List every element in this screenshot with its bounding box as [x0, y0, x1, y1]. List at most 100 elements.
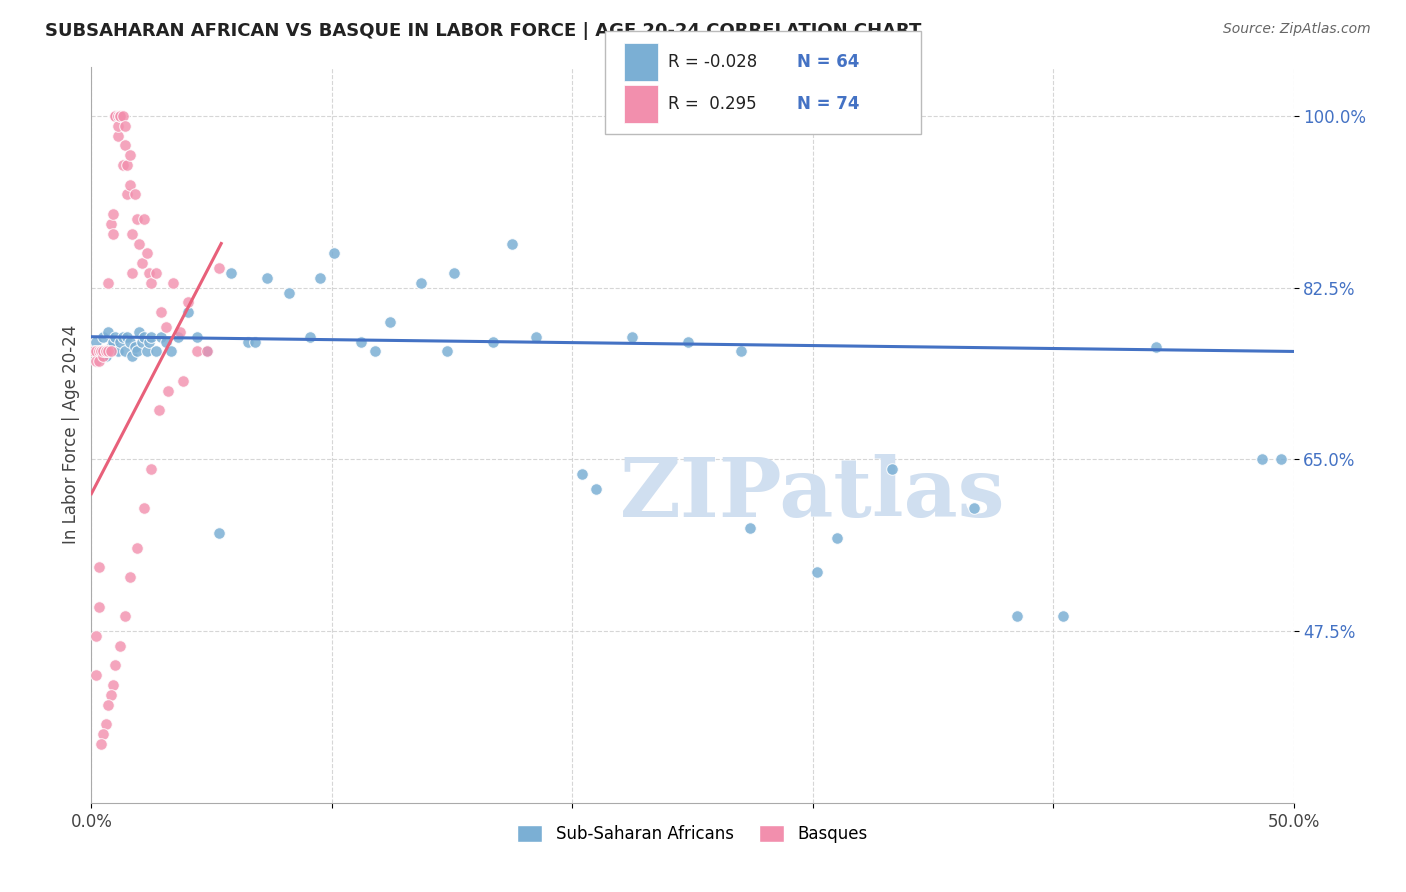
Point	[131, 256, 153, 270]
Point	[83, 344, 105, 359]
Point	[101, 227, 124, 241]
Point	[134, 211, 156, 226]
Point	[114, 138, 136, 153]
Point	[155, 334, 177, 349]
Point	[94, 717, 117, 731]
Point	[436, 344, 458, 359]
Point	[195, 344, 218, 359]
Point	[880, 462, 903, 476]
Text: N = 64: N = 64	[797, 53, 859, 70]
Point	[87, 354, 110, 368]
Point	[364, 344, 387, 359]
Legend: Sub-Saharan Africans, Basques: Sub-Saharan Africans, Basques	[510, 818, 875, 850]
Text: SUBSAHARAN AFRICAN VS BASQUE IN LABOR FORCE | AGE 20-24 CORRELATION CHART: SUBSAHARAN AFRICAN VS BASQUE IN LABOR FO…	[45, 22, 921, 40]
Point	[114, 344, 136, 359]
Point	[118, 334, 141, 349]
Point	[1005, 609, 1028, 624]
Point	[131, 334, 153, 349]
Point	[110, 109, 132, 123]
Point	[104, 109, 127, 123]
Point	[1052, 609, 1074, 624]
Point	[256, 271, 278, 285]
Point	[117, 187, 139, 202]
Point	[524, 330, 547, 344]
Point	[121, 350, 143, 364]
Point	[90, 344, 112, 359]
Point	[101, 334, 124, 349]
Point	[145, 266, 167, 280]
Point	[148, 403, 170, 417]
Point	[111, 158, 134, 172]
Point	[104, 109, 127, 123]
Point	[90, 737, 112, 751]
Point	[114, 119, 136, 133]
Point	[145, 344, 167, 359]
Point	[176, 295, 198, 310]
Point	[93, 330, 115, 344]
Point	[150, 330, 173, 344]
Point	[172, 374, 194, 388]
Point	[100, 688, 122, 702]
Point	[482, 334, 505, 349]
Point	[141, 330, 163, 344]
Point	[1270, 452, 1292, 467]
Point	[104, 330, 127, 344]
Point	[84, 344, 107, 359]
Point	[101, 678, 124, 692]
Point	[94, 350, 117, 364]
Point	[118, 178, 141, 192]
Point	[93, 350, 115, 364]
Point	[585, 482, 607, 496]
Point	[118, 570, 141, 584]
Point	[111, 330, 134, 344]
Point	[157, 384, 180, 398]
Point	[141, 462, 163, 476]
Text: ZIPatlas: ZIPatlas	[620, 454, 1005, 533]
Point	[117, 330, 139, 344]
Text: R = -0.028: R = -0.028	[668, 53, 756, 70]
Point	[93, 727, 115, 741]
Point	[323, 246, 346, 260]
Point	[806, 566, 828, 580]
Point	[236, 334, 259, 349]
Point	[135, 344, 157, 359]
Point	[101, 207, 124, 221]
Text: Source: ZipAtlas.com: Source: ZipAtlas.com	[1223, 22, 1371, 37]
Point	[501, 236, 523, 251]
Point	[825, 531, 848, 545]
Point	[378, 315, 401, 329]
Point	[134, 330, 156, 344]
Point	[124, 339, 146, 353]
Y-axis label: In Labor Force | Age 20-24: In Labor Force | Age 20-24	[62, 326, 80, 544]
Point	[107, 119, 129, 133]
Text: R =  0.295: R = 0.295	[668, 95, 756, 113]
Point	[118, 148, 141, 162]
Point	[443, 266, 465, 280]
Point	[110, 109, 132, 123]
Point	[155, 319, 177, 334]
Point	[84, 334, 107, 349]
Point	[100, 339, 122, 353]
Point	[186, 330, 208, 344]
Point	[571, 467, 593, 482]
Point	[110, 334, 132, 349]
Point	[100, 344, 122, 359]
Point	[104, 658, 127, 673]
Point	[100, 217, 122, 231]
Point	[117, 158, 139, 172]
Point	[125, 541, 148, 555]
Point	[84, 668, 107, 682]
Point	[87, 344, 110, 359]
Point	[1146, 339, 1168, 353]
Point	[87, 599, 110, 614]
Point	[121, 266, 143, 280]
Point	[350, 334, 373, 349]
Point	[1251, 452, 1274, 467]
Point	[730, 344, 752, 359]
Point	[97, 325, 120, 339]
Point	[277, 285, 299, 300]
Point	[97, 698, 120, 712]
Point	[97, 276, 120, 290]
Point	[87, 560, 110, 574]
Point	[150, 305, 173, 319]
